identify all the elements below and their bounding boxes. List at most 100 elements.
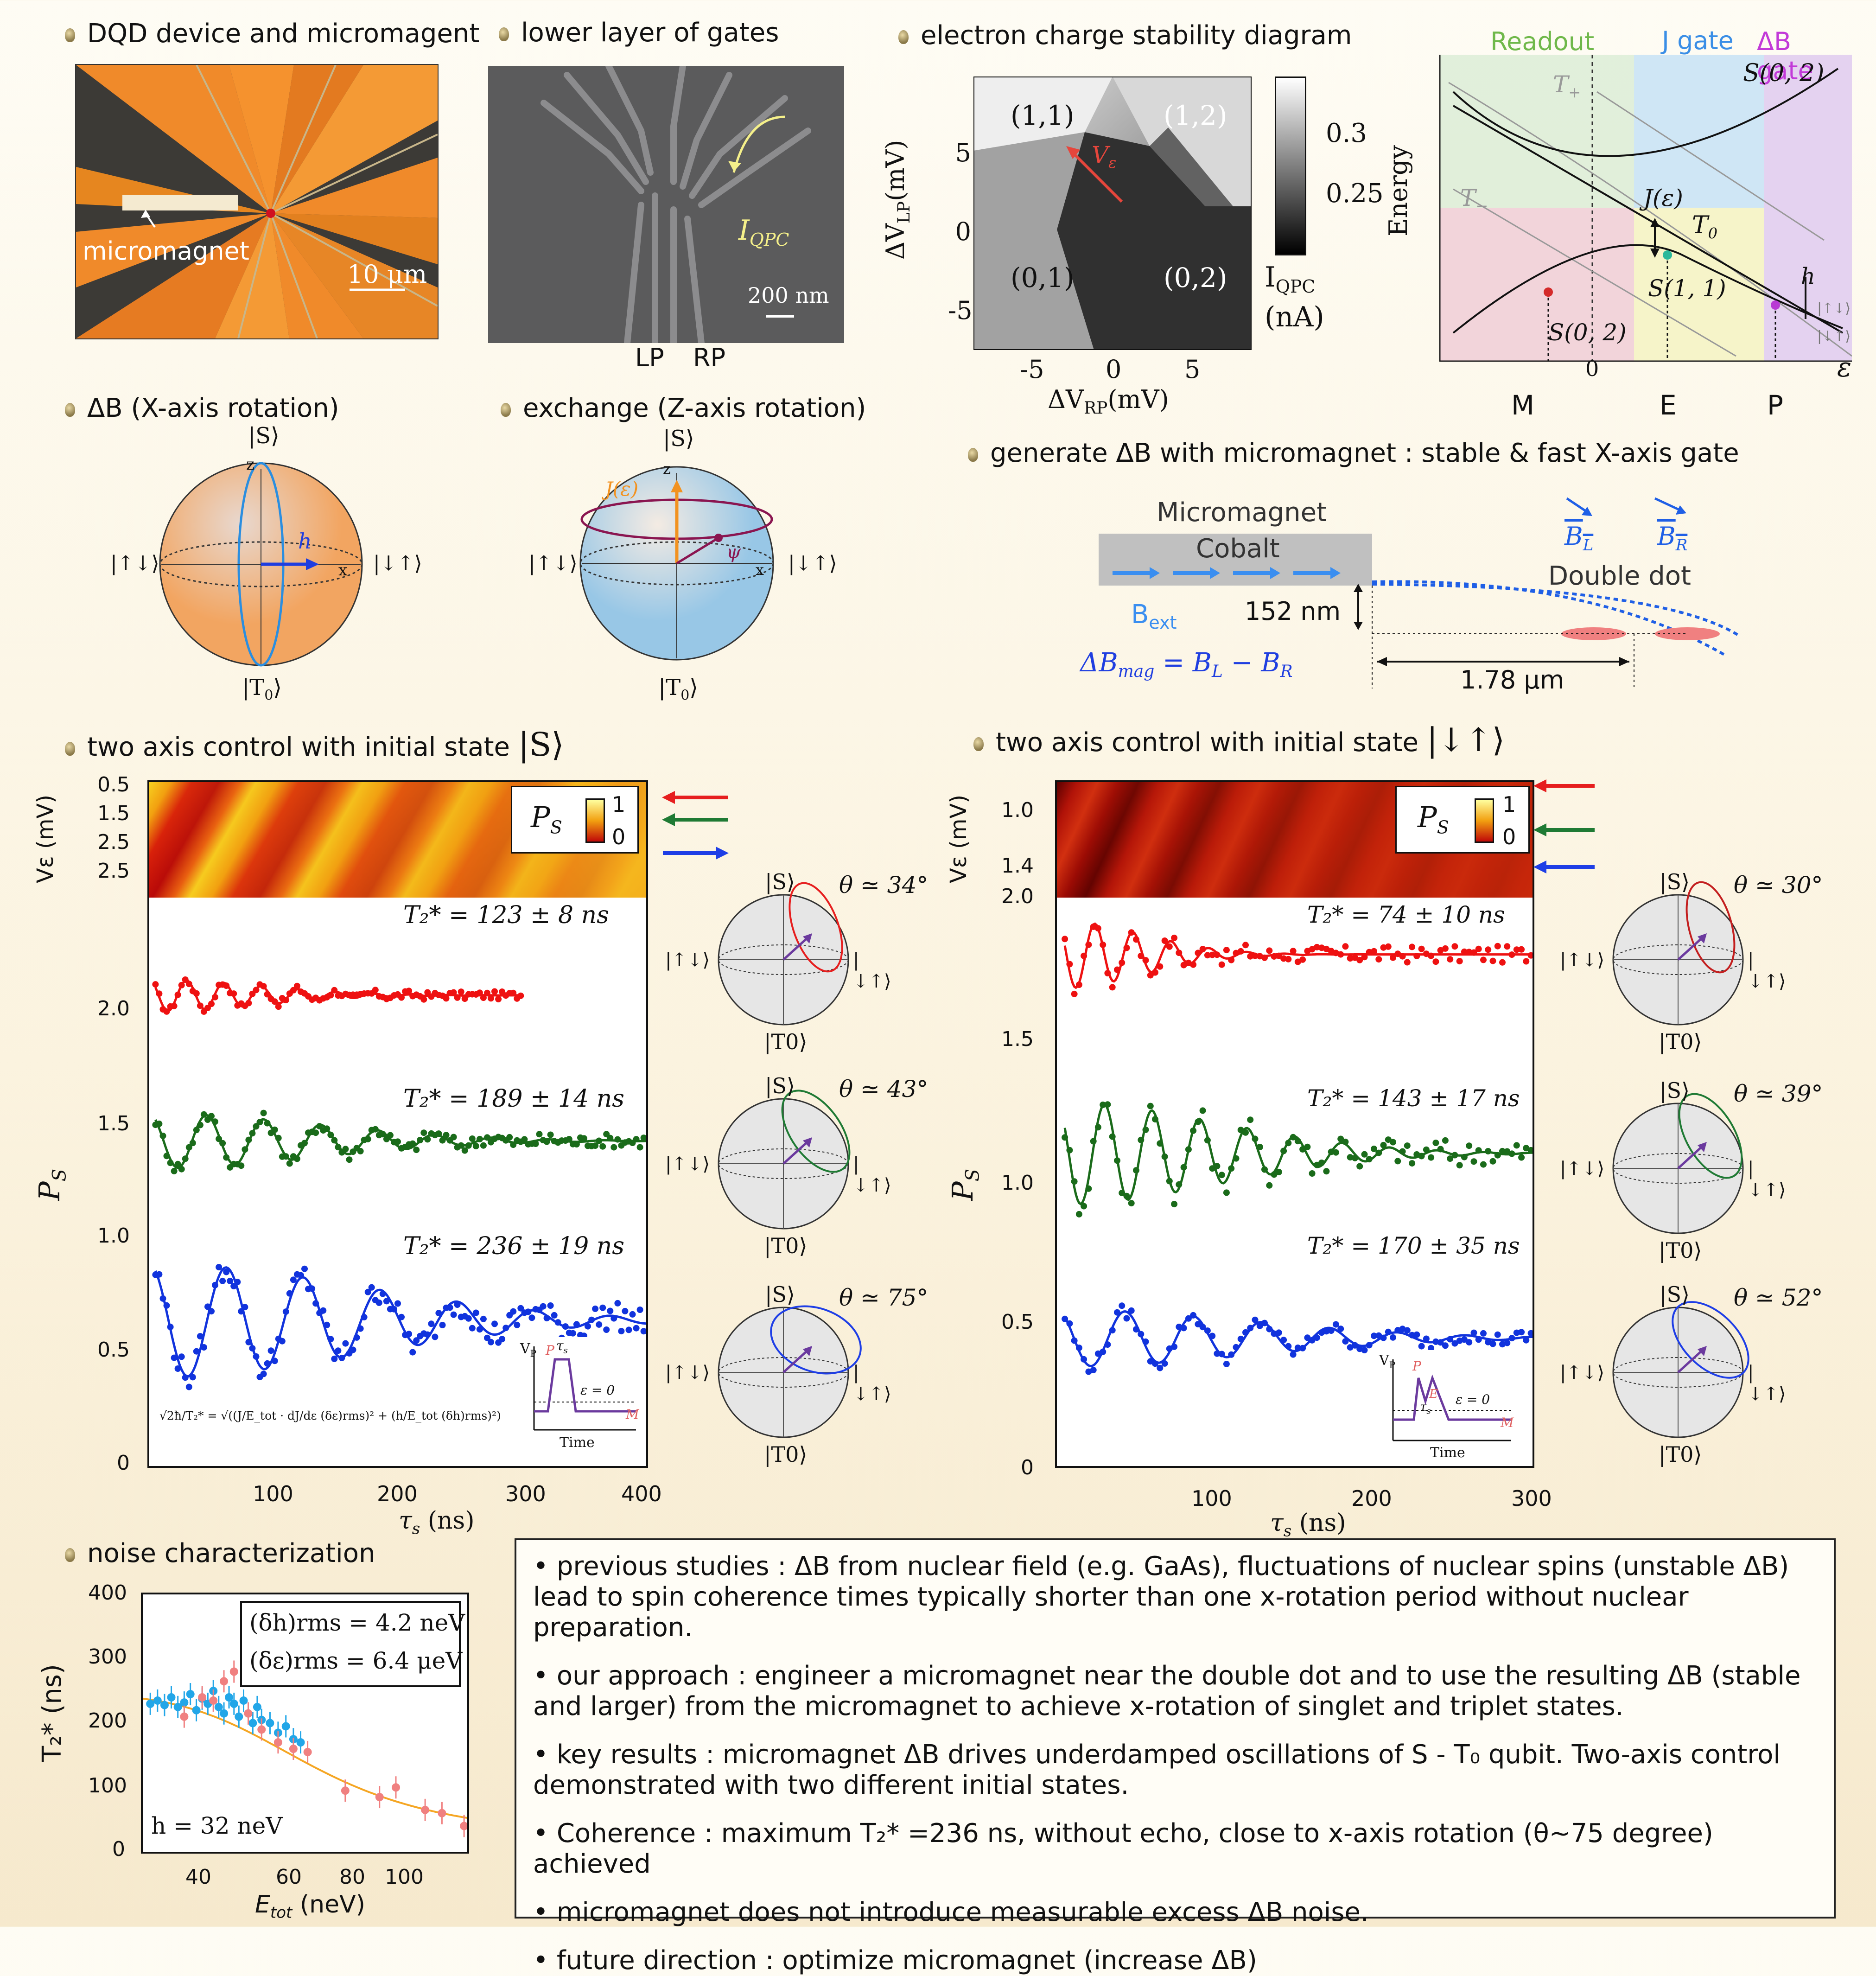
data-point: [581, 1135, 587, 1142]
right-ylabel: PS: [946, 1168, 984, 1201]
heatmap-right-legend: PS 1 0: [1395, 786, 1530, 854]
data-point: [193, 990, 200, 997]
right-ytick-10: 1.0: [1001, 1171, 1034, 1195]
data-point: [163, 1008, 170, 1015]
data-point: [409, 1140, 416, 1147]
rotation-orbit: [1685, 881, 1736, 974]
data-point: [629, 1311, 636, 1318]
data-point: [1380, 1141, 1387, 1148]
data-point: [618, 1328, 625, 1335]
heatmap-right-ytick-3: 2.0: [1001, 885, 1034, 908]
data-point: [1294, 1345, 1301, 1351]
db-gate-label: ΔB gate: [1757, 27, 1813, 85]
data-point: [1304, 1143, 1311, 1150]
updown-label: |↑↓⟩: [1817, 300, 1851, 317]
data-point: [614, 1300, 621, 1307]
data-point: [484, 1334, 490, 1341]
bloch-svg: [1612, 881, 1744, 1026]
data-point: [461, 995, 468, 1002]
bloch-svg: [1612, 1093, 1744, 1234]
data-point: [253, 1123, 260, 1130]
data-point: [499, 1336, 506, 1343]
left-ylabel: PS: [32, 1168, 70, 1201]
data-point: [163, 1302, 170, 1309]
data-point: [1428, 1154, 1435, 1161]
data-point: [1423, 1146, 1430, 1153]
state-t0-label: |T0⟩: [1659, 1442, 1702, 1467]
data-point: [171, 1354, 178, 1361]
noise-ylabel: T₂* (ns): [37, 1664, 67, 1762]
data-point: [1313, 943, 1320, 950]
data-point: [1480, 1330, 1487, 1337]
data-point: [398, 994, 405, 1001]
stability-xtick-3: 5: [1184, 355, 1201, 384]
data-point: [450, 1311, 457, 1318]
bullet-icon: [65, 741, 75, 756]
data-point: [163, 1153, 170, 1160]
data-point: [309, 1285, 316, 1292]
data-point: [461, 1147, 468, 1154]
data-point: [1090, 1138, 1097, 1145]
inset-m-label: M: [626, 1407, 639, 1422]
data-point: [1185, 1315, 1192, 1322]
t-minus-label: T−: [1460, 185, 1488, 215]
data-point: [1328, 1148, 1335, 1155]
heatmap-left-legend: PS 1 0: [511, 786, 639, 854]
data-point: [636, 1307, 643, 1313]
data-point: [1428, 1345, 1435, 1351]
data-point: [428, 1320, 435, 1327]
data-point: [1081, 952, 1087, 959]
data-point: [182, 1374, 189, 1381]
data-point: [488, 995, 494, 1002]
region-01: (0,1): [1011, 262, 1075, 293]
data-point: [1223, 947, 1230, 954]
heatmap-colorbar: [585, 798, 605, 843]
cbar-max: 1: [1502, 792, 1516, 817]
data-point: [189, 1140, 196, 1147]
data-point: [625, 1326, 632, 1333]
data-point: [1456, 1162, 1463, 1169]
s11-label: S(1, 1): [1648, 275, 1726, 302]
data-point: [331, 1137, 338, 1144]
data-point: [607, 1135, 614, 1141]
right-ytick-15: 1.5: [1001, 1027, 1034, 1051]
summary-item-results: • key results : micromagnet ΔB drives un…: [533, 1740, 1781, 1800]
data-point: [1109, 1133, 1116, 1140]
rotation-axis-vector: [1677, 936, 1704, 961]
data-point: [249, 1345, 256, 1352]
heatmap-right: PS 1 0: [1055, 780, 1534, 901]
ps-plot-right: T₂* = 74 ± 10 ns T₂* = 143 ± 17 ns T₂* =…: [1055, 898, 1534, 1468]
data-point: [1413, 953, 1420, 960]
right-ytick-05: 0.5: [1001, 1310, 1034, 1334]
data-point: [271, 1126, 278, 1133]
double-dot-label: Double dot: [1548, 561, 1691, 591]
bloch1-downup-label: |↓↑⟩: [373, 552, 422, 575]
data-point: [1157, 1140, 1164, 1147]
data-point: [458, 988, 464, 995]
data-point: [245, 1000, 252, 1007]
data-point: [1371, 1332, 1377, 1339]
data-point: [510, 1141, 517, 1148]
data-point: [1133, 1326, 1139, 1333]
sweep-arrows-left: [662, 791, 729, 860]
data-point: [275, 1135, 282, 1141]
data-point: [223, 982, 230, 989]
data-point: [1294, 1138, 1301, 1145]
data-point: [286, 1290, 293, 1297]
data-point: [185, 981, 192, 988]
micromagnet-title: generate ΔB with micromagnet : stable & …: [968, 438, 1739, 468]
data-point: [214, 1702, 223, 1711]
data-point: [1228, 1351, 1235, 1358]
data-point: [180, 1712, 189, 1721]
data-point: [212, 1118, 218, 1125]
data-point: [290, 987, 297, 994]
data-point: [1394, 1158, 1401, 1165]
data-point: [573, 1141, 580, 1147]
bloch-svg: [718, 1305, 862, 1438]
pulse-inset-left: VP P τs ε = 0 M Time: [520, 1337, 642, 1460]
data-point: [1204, 1137, 1211, 1144]
data-point: [1209, 1332, 1216, 1339]
cbar-tick-1: 0.3: [1326, 118, 1367, 148]
data-point: [1128, 1200, 1135, 1207]
data-point: [1190, 1127, 1197, 1134]
